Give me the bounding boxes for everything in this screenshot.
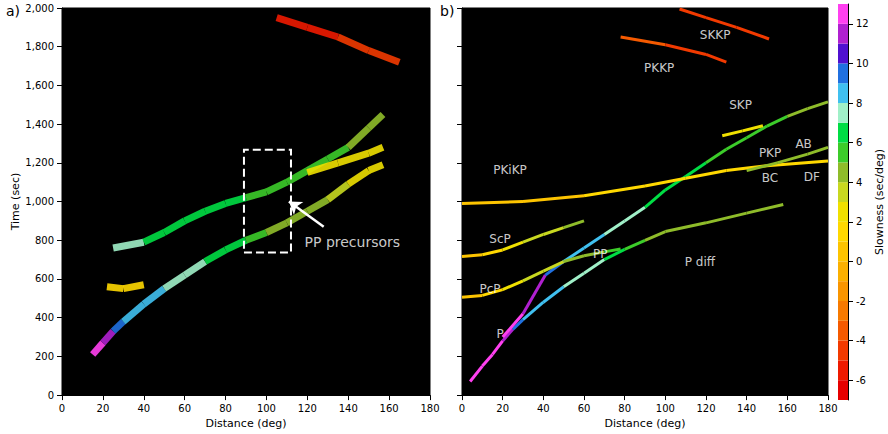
svg-text:400: 400 xyxy=(35,312,54,323)
svg-text:1,800: 1,800 xyxy=(25,41,54,52)
svg-text:20: 20 xyxy=(97,403,110,414)
svg-text:160: 160 xyxy=(380,403,399,414)
svg-text:120: 120 xyxy=(298,403,317,414)
svg-text:1,200: 1,200 xyxy=(25,157,54,168)
svg-text:180: 180 xyxy=(818,403,837,414)
svg-text:180: 180 xyxy=(420,403,439,414)
svg-text:Distance (deg): Distance (deg) xyxy=(605,417,686,430)
svg-text:a): a) xyxy=(6,3,20,19)
svg-text:AB: AB xyxy=(795,137,811,151)
svg-text:0: 0 xyxy=(48,390,54,401)
svg-text:1,400: 1,400 xyxy=(25,119,54,130)
svg-text:2,000: 2,000 xyxy=(25,3,54,14)
svg-text:60: 60 xyxy=(178,403,191,414)
svg-text:80: 80 xyxy=(219,403,232,414)
svg-text:6: 6 xyxy=(856,137,862,148)
svg-text:PKP: PKP xyxy=(759,146,781,160)
svg-text:PcP: PcP xyxy=(480,282,501,296)
svg-text:200: 200 xyxy=(35,351,54,362)
svg-text:Slowness (sec/deg): Slowness (sec/deg) xyxy=(873,149,886,255)
svg-text:P: P xyxy=(496,327,503,341)
svg-text:b): b) xyxy=(440,3,454,19)
svg-text:140: 140 xyxy=(339,403,358,414)
svg-text:12: 12 xyxy=(856,18,869,29)
svg-text:DF: DF xyxy=(804,170,820,184)
svg-text:40: 40 xyxy=(137,403,150,414)
svg-text:1,600: 1,600 xyxy=(25,80,54,91)
svg-text:10: 10 xyxy=(856,58,869,69)
svg-text:80: 80 xyxy=(618,403,631,414)
svg-text:-2: -2 xyxy=(856,296,866,307)
svg-text:2: 2 xyxy=(856,216,862,227)
svg-text:800: 800 xyxy=(35,235,54,246)
svg-text:P diff: P diff xyxy=(685,255,716,269)
svg-text:100: 100 xyxy=(656,403,675,414)
svg-text:PP precursors: PP precursors xyxy=(305,234,401,250)
svg-text:-6: -6 xyxy=(856,375,866,386)
svg-text:Time (sec): Time (sec) xyxy=(9,173,22,232)
svg-text:4: 4 xyxy=(856,177,862,188)
svg-text:SKKP: SKKP xyxy=(700,28,731,42)
svg-text:100: 100 xyxy=(257,403,276,414)
svg-text:140: 140 xyxy=(737,403,756,414)
svg-text:PKiKP: PKiKP xyxy=(493,163,527,177)
svg-text:40: 40 xyxy=(537,403,550,414)
svg-text:0: 0 xyxy=(59,403,65,414)
svg-text:PP: PP xyxy=(593,247,607,261)
svg-text:-4: -4 xyxy=(856,335,866,346)
svg-text:0: 0 xyxy=(459,403,465,414)
svg-text:PKKP: PKKP xyxy=(644,61,674,75)
svg-text:BC: BC xyxy=(762,171,778,185)
svg-text:600: 600 xyxy=(35,273,54,284)
svg-text:ScP: ScP xyxy=(489,232,510,246)
svg-text:0: 0 xyxy=(856,256,862,267)
svg-text:Distance (deg): Distance (deg) xyxy=(206,417,287,430)
svg-text:120: 120 xyxy=(696,403,715,414)
svg-text:8: 8 xyxy=(856,98,862,109)
svg-text:60: 60 xyxy=(578,403,591,414)
svg-text:160: 160 xyxy=(778,403,797,414)
svg-text:SKP: SKP xyxy=(729,98,752,112)
svg-text:1,000: 1,000 xyxy=(25,196,54,207)
svg-text:20: 20 xyxy=(496,403,509,414)
